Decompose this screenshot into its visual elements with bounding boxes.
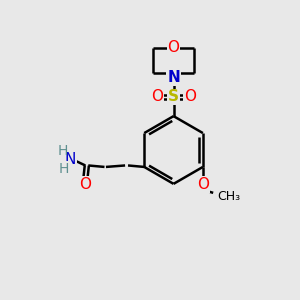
Text: O: O (168, 40, 180, 55)
Text: S: S (168, 89, 179, 104)
Text: O: O (184, 89, 196, 104)
Text: O: O (152, 89, 164, 104)
Text: H: H (59, 162, 69, 176)
Text: O: O (79, 177, 91, 192)
Text: CH₃: CH₃ (218, 190, 241, 203)
Text: H: H (57, 144, 68, 158)
Text: N: N (65, 152, 76, 167)
Text: N: N (167, 70, 180, 86)
Text: O: O (197, 177, 209, 192)
